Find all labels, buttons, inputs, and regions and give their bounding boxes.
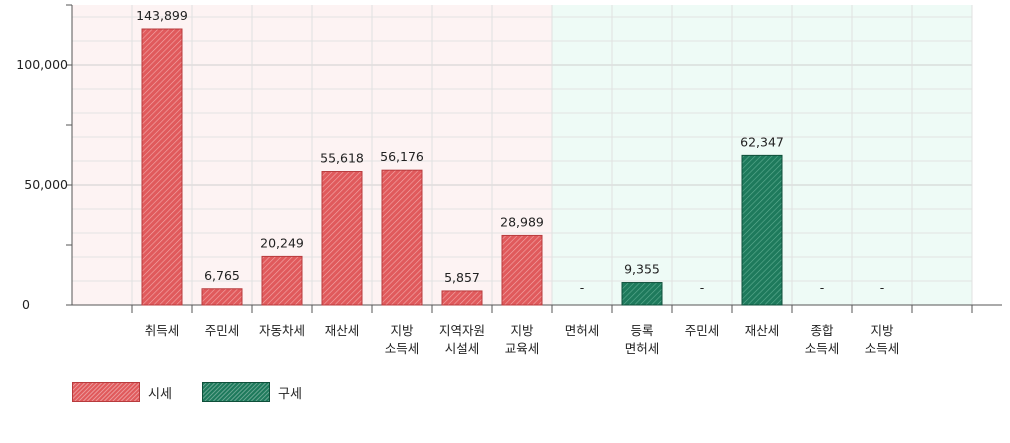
value-label: 55,618 bbox=[320, 151, 364, 166]
y-tick-label: 50,000 bbox=[24, 177, 68, 192]
category-label: 주민세 bbox=[685, 323, 720, 338]
category-label: 재산세 bbox=[745, 323, 780, 338]
value-label: 62,347 bbox=[740, 134, 784, 149]
category-label: 지방 bbox=[510, 323, 534, 338]
gridlines bbox=[72, 5, 973, 306]
value-label: 143,899 bbox=[136, 8, 188, 23]
value-label: 28,989 bbox=[500, 214, 544, 229]
category-label: 지역자원 bbox=[439, 323, 485, 338]
value-label: 6,765 bbox=[204, 268, 240, 283]
value-label: - bbox=[880, 280, 885, 295]
category-label: 소득세 bbox=[385, 341, 420, 356]
category-label: 시설세 bbox=[445, 341, 480, 356]
bar-9 bbox=[621, 282, 663, 306]
y-tick-label: 100,000 bbox=[16, 57, 68, 72]
value-label: 56,176 bbox=[380, 149, 424, 164]
value-label: 9,355 bbox=[624, 262, 660, 277]
category-label: 소득세 bbox=[865, 341, 900, 356]
category-label: 소득세 bbox=[805, 341, 840, 356]
category-label: 취득세 bbox=[145, 323, 180, 338]
bar-3 bbox=[261, 255, 303, 306]
category-label: 종합 bbox=[810, 323, 834, 338]
legend-item-si: 시세 bbox=[72, 381, 172, 403]
bar-11 bbox=[741, 154, 783, 306]
bars bbox=[141, 28, 783, 306]
value-label: - bbox=[700, 280, 705, 295]
value-label: 5,857 bbox=[444, 270, 480, 285]
bar-7 bbox=[501, 234, 543, 306]
bar-4 bbox=[321, 171, 363, 306]
bar-6 bbox=[441, 290, 483, 306]
legend-swatch-si bbox=[72, 382, 140, 402]
category-label: 지방 bbox=[390, 323, 414, 338]
legend-label-si: 시세 bbox=[148, 386, 172, 402]
legend-item-gu: 구세 bbox=[202, 381, 302, 403]
bar-1 bbox=[141, 28, 183, 306]
value-label: - bbox=[580, 280, 585, 295]
category-label: 교육세 bbox=[505, 341, 540, 356]
value-label: 20,249 bbox=[260, 235, 304, 250]
category-label: 등록 bbox=[630, 323, 653, 338]
y-tick-label: 0 bbox=[22, 297, 30, 312]
value-label: - bbox=[820, 280, 825, 295]
category-label: 면허세 bbox=[565, 323, 600, 338]
category-label: 재산세 bbox=[325, 323, 360, 338]
category-label: 자동차세 bbox=[259, 323, 305, 338]
legend-label-gu: 구세 bbox=[278, 386, 302, 402]
category-label: 지방 bbox=[870, 323, 894, 338]
category-label: 면허세 bbox=[625, 341, 660, 356]
category-label: 주민세 bbox=[205, 323, 240, 338]
bar-2 bbox=[201, 288, 243, 306]
legend-swatch-gu bbox=[202, 382, 270, 402]
labels: 0 50,000 100,000 143,899 취득세 6,765 주민세 20,249 자동… bbox=[16, 8, 899, 356]
bar-5 bbox=[381, 169, 423, 306]
